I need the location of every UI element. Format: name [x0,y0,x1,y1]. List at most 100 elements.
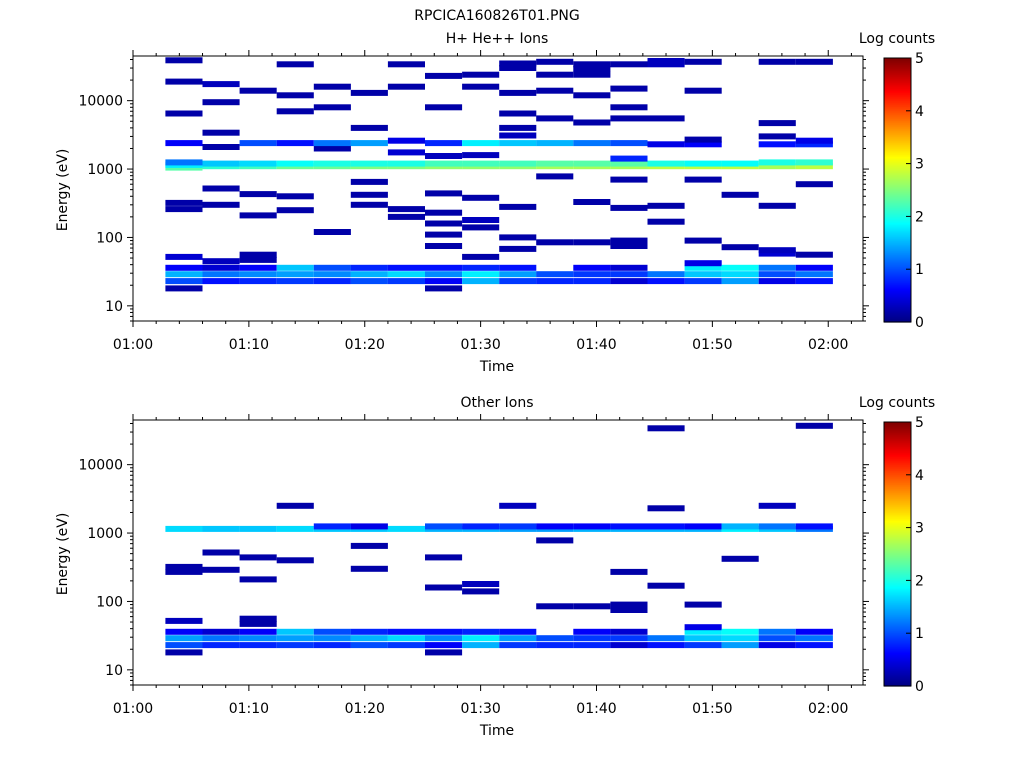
colorbar-label: Log counts [859,31,935,47]
colorbar-swatch [884,448,911,451]
heatmap-cell [387,61,425,68]
heatmap-cell [239,264,277,271]
heatmap-cell [276,92,314,99]
colorbar-swatch [884,446,911,449]
colorbar-swatch [884,126,911,129]
colorbar-swatch [884,136,911,139]
x-tick-label: 01:20 [345,701,385,717]
colorbar-swatch [884,464,911,467]
heatmap-cell [499,264,537,271]
colorbar-swatch [884,642,911,645]
colorbar-swatch [884,616,911,619]
y-tick-label: 10000 [78,458,123,474]
heatmap-cell [573,635,611,642]
heatmap-cell [721,642,759,649]
heatmap-cell [721,628,759,635]
colorbar-tick-label: 1 [915,626,924,642]
heatmap-cell [165,57,203,64]
heatmap-cell [795,422,833,429]
heatmap-cell [462,140,500,147]
heatmap-cell [313,628,351,635]
x-tick-label: 02:00 [808,337,848,353]
colorbar-swatch [884,422,911,425]
heatmap-cell [387,206,425,213]
colorbar-swatch [884,436,911,439]
heatmap-cell [239,525,277,532]
colorbar-swatch [884,318,911,321]
colorbar-swatch [884,240,911,243]
colorbar-swatch [884,218,911,221]
colorbar-swatch [884,546,911,549]
colorbar-swatch [884,536,911,539]
heatmap-cell [350,178,388,185]
heatmap-cell [647,58,685,64]
colorbar-swatch [884,166,911,169]
x-tick-label: 01:00 [113,701,153,717]
colorbar-swatch [884,630,911,633]
heatmap-cell [350,278,388,285]
heatmap-cell [684,271,722,278]
colorbar-swatch [884,188,911,191]
heatmap-cell [721,244,759,251]
heatmap-cell [758,247,796,254]
heatmap-cell [610,115,648,122]
colorbar-swatch [884,658,911,661]
heatmap-cell [276,628,314,635]
heatmap-cell [647,278,685,285]
colorbar-swatch [884,682,911,685]
colorbar-label: Log counts [859,395,935,411]
colorbar-swatch [884,150,911,153]
heatmap-cell [610,243,648,249]
colorbar-swatch [884,262,911,265]
heatmap-cell [647,115,685,122]
heatmap-cell [313,271,351,278]
heatmap-cell [536,115,574,122]
heatmap-cell [758,120,796,127]
colorbar-swatch [884,58,911,61]
heatmap-cell [610,628,648,635]
colorbar-swatch [884,254,911,257]
heatmap-cell [165,159,203,166]
plot-frame [132,55,864,322]
colorbar-swatch [884,222,911,225]
colorbar-swatch [884,514,911,517]
colorbar-swatch [884,208,911,211]
heatmap-cell [647,523,685,530]
heatmap-cell [350,89,388,96]
colorbar-swatch [884,618,911,621]
heatmap-cell [499,132,537,139]
colorbar-swatch [884,680,911,683]
colorbar-swatch [884,256,911,259]
heatmap-cell [499,628,537,635]
heatmap-cell [536,271,574,278]
heatmap-cell [202,278,240,285]
colorbar-swatch [884,562,911,565]
heatmap-cell [202,628,240,635]
y-tick-label: 100 [96,230,123,246]
heatmap-cell [239,635,277,642]
colorbar-swatch [884,284,911,287]
heatmap-cell [425,104,463,111]
y-axis-label: Energy (eV) [55,513,71,596]
colorbar-swatch [884,184,911,187]
colorbar-swatch [884,608,911,611]
heatmap-cell [202,144,240,150]
heatmap-cell [573,61,611,68]
colorbar-swatch [884,540,911,543]
colorbar-swatch [884,492,911,495]
heatmap-cell [536,523,574,530]
heatmap-cell [165,642,203,649]
colorbar-swatch [884,678,911,681]
heatmap-cell [202,201,240,208]
heatmap-cell [647,635,685,642]
heatmap-cell [313,83,351,90]
heatmap-cell [425,140,463,147]
heatmap-cell [721,635,759,642]
heatmap-cell [387,264,425,271]
colorbar-swatch [884,684,911,687]
heatmap-cell [313,264,351,271]
heatmap-cell [313,523,351,530]
colorbar-swatch [884,634,911,637]
heatmap-cell [573,603,611,610]
heatmap-cell [684,642,722,649]
